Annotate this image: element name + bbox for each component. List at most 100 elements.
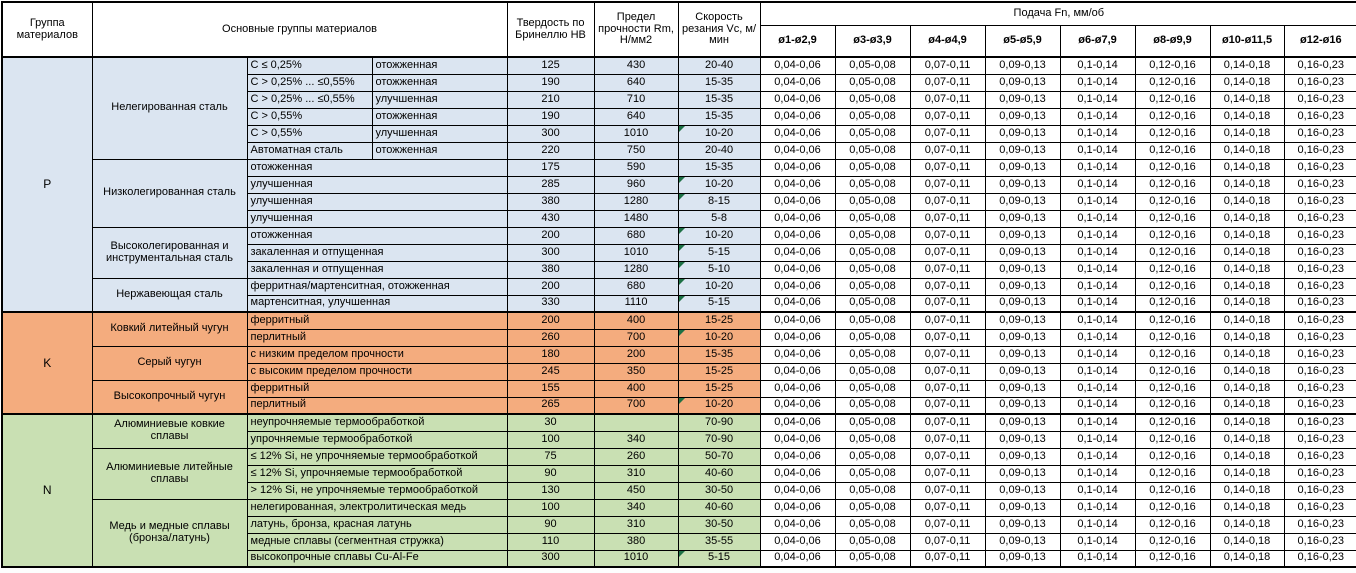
feed-value-cell: 0,16-0,23: [1283, 56, 1356, 75]
feed-value-cell: 0,1-0,14: [1059, 243, 1136, 262]
material-state-cell: отожженная: [371, 73, 508, 92]
cutting-speed-cell: 5-15: [677, 243, 761, 262]
strength-cell: 340: [593, 498, 679, 517]
feed-value-cell: 0,07-0,11: [909, 294, 986, 313]
feed-value-cell: 0,1-0,14: [1059, 515, 1136, 534]
feed-value-cell: 0,07-0,11: [909, 90, 986, 109]
material-state-cell: отожженная: [371, 56, 508, 75]
header-diameter: ø4-ø4,9: [909, 24, 986, 58]
material-block-cell: Высоколегированная и инструментальная ст…: [91, 226, 248, 279]
feed-value-cell: 0,07-0,11: [909, 328, 986, 347]
feed-value-cell: 0,16-0,23: [1283, 345, 1356, 364]
cutting-speed-cell: 10-20: [677, 396, 761, 415]
feed-value-cell: 0,16-0,23: [1283, 430, 1356, 449]
feed-value-cell: 0,07-0,11: [909, 464, 986, 483]
material-description-cell: улучшенная: [246, 192, 508, 211]
feed-value-cell: 0,05-0,08: [834, 56, 911, 75]
hardness-cell: 380: [506, 260, 595, 279]
group-letter-cell: K: [1, 311, 93, 415]
feed-value-cell: 0,09-0,13: [984, 413, 1061, 432]
feed-value-cell: 0,1-0,14: [1059, 396, 1136, 415]
strength-cell: 1010: [593, 549, 679, 568]
feed-value-cell: 0,07-0,11: [909, 413, 986, 432]
feed-value-cell: 0,04-0,06: [759, 464, 836, 483]
error-check-triangle-icon: [679, 262, 685, 268]
feed-value-cell: 0,09-0,13: [984, 73, 1061, 92]
feed-value-cell: 0,12-0,16: [1134, 90, 1211, 109]
feed-value-cell: 0,12-0,16: [1134, 209, 1211, 228]
feed-value-cell: 0,04-0,06: [759, 515, 836, 534]
material-description-cell: отожженная: [246, 226, 508, 245]
feed-value-cell: 0,16-0,23: [1283, 515, 1356, 534]
strength-cell: 380: [593, 532, 679, 551]
feed-value-cell: 0,05-0,08: [834, 481, 911, 500]
feed-value-cell: 0,04-0,06: [759, 549, 836, 568]
feed-value-cell: 0,16-0,23: [1283, 549, 1356, 568]
error-check-triangle-icon: [679, 279, 685, 285]
material-description-cell: перлитный: [246, 396, 508, 415]
feed-value-cell: 0,1-0,14: [1059, 311, 1136, 330]
feed-value-cell: 0,09-0,13: [984, 498, 1061, 517]
feed-value-cell: 0,09-0,13: [984, 56, 1061, 75]
feed-value-cell: 0,14-0,18: [1209, 107, 1285, 126]
material-block-cell: Алюминиевые ковкие сплавы: [91, 413, 248, 449]
feed-value-cell: 0,09-0,13: [984, 294, 1061, 313]
header-cutting-speed: Скорость резания Vc, м/мин: [677, 1, 761, 58]
feed-value-cell: 0,05-0,08: [834, 515, 911, 534]
feed-value-cell: 0,12-0,16: [1134, 498, 1211, 517]
table-row: Низколегированная сталь отожженная 175 590 1…: [2, 158, 1356, 228]
material-description-cell: с высоким пределом прочности: [246, 362, 508, 381]
material-description-cell: перлитный: [246, 328, 508, 347]
feed-value-cell: 0,05-0,08: [834, 430, 911, 449]
table-row: с высоким пределом прочности 245 350 15-25 0…: [2, 362, 1356, 381]
feed-value-cell: 0,09-0,13: [984, 328, 1061, 347]
feed-value-cell: 0,04-0,06: [759, 56, 836, 75]
strength-cell: 1110: [593, 294, 679, 313]
table-row: латунь, бронза, красная латунь 90 310 30-50…: [2, 515, 1356, 534]
material-block-cell: Медь и медные сплавы (бронза/латунь): [91, 498, 248, 568]
strength-cell: 680: [593, 226, 679, 245]
feed-value-cell: 0,05-0,08: [834, 396, 911, 415]
feed-value-cell: 0,1-0,14: [1059, 430, 1136, 449]
hardness-cell: 190: [506, 107, 595, 126]
feed-value-cell: 0,07-0,11: [909, 73, 986, 92]
carbon-content-cell: C > 0,55%: [246, 124, 373, 143]
feed-value-cell: 0,04-0,06: [759, 328, 836, 347]
feed-value-cell: 0,12-0,16: [1134, 124, 1211, 143]
cutting-speed-cell: 5-15: [677, 294, 761, 313]
cutting-speed-cell: 5-15: [677, 549, 761, 568]
feed-value-cell: 0,05-0,08: [834, 498, 911, 517]
feed-value-cell: 0,04-0,06: [759, 192, 836, 211]
hardness-cell: 75: [506, 447, 595, 466]
header-diameter: ø12-ø16: [1283, 24, 1356, 58]
hardness-cell: 330: [506, 294, 595, 313]
table-row: C > 0,55% улучшенная 300 1010 10-20 0,04-0,06…: [2, 124, 1356, 143]
feed-value-cell: 0,04-0,06: [759, 362, 836, 381]
feed-value-cell: 0,09-0,13: [984, 226, 1061, 245]
feed-value-cell: 0,12-0,16: [1134, 175, 1211, 194]
feed-value-cell: 0,04-0,06: [759, 243, 836, 262]
cutting-speed-cell: 70-90: [677, 430, 761, 449]
feed-value-cell: 0,14-0,18: [1209, 362, 1285, 381]
strength-cell: 340: [593, 430, 679, 449]
feed-value-cell: 0,1-0,14: [1059, 260, 1136, 279]
header-diameter: ø3-ø3,9: [834, 24, 911, 58]
hardness-cell: 260: [506, 328, 595, 347]
feed-value-cell: 0,12-0,16: [1134, 73, 1211, 92]
feed-value-cell: 0,16-0,23: [1283, 124, 1356, 143]
table-row: улучшенная 285 960 10-20 0,04-0,06 0,05-0,08 0…: [2, 175, 1356, 194]
feed-value-cell: 0,05-0,08: [834, 175, 911, 194]
material-block-cell: Алюминиевые литейные сплавы: [91, 447, 248, 500]
diameter-header-row: ø1-ø2,9 ø3-ø3,9 ø4-ø4,9 ø5-ø5,9 ø6-ø7,9 ø8-ø9…: [2, 24, 1356, 58]
strength-cell: 310: [593, 515, 679, 534]
cutting-speed-cell: 10-20: [677, 124, 761, 143]
feed-value-cell: 0,09-0,13: [984, 311, 1061, 330]
feed-value-cell: 0,12-0,16: [1134, 379, 1211, 398]
material-block-cell: Нелегированная сталь: [91, 56, 248, 160]
feed-value-cell: 0,14-0,18: [1209, 396, 1285, 415]
cutting-speed-cell: 15-35: [677, 107, 761, 126]
material-table-body: P Нелегированная сталь C ≤ 0,25% отожженная…: [1, 56, 1356, 568]
material-description-cell: латунь, бронза, красная латунь: [246, 515, 508, 534]
feed-value-cell: 0,14-0,18: [1209, 481, 1285, 500]
feed-value-cell: 0,04-0,06: [759, 532, 836, 551]
